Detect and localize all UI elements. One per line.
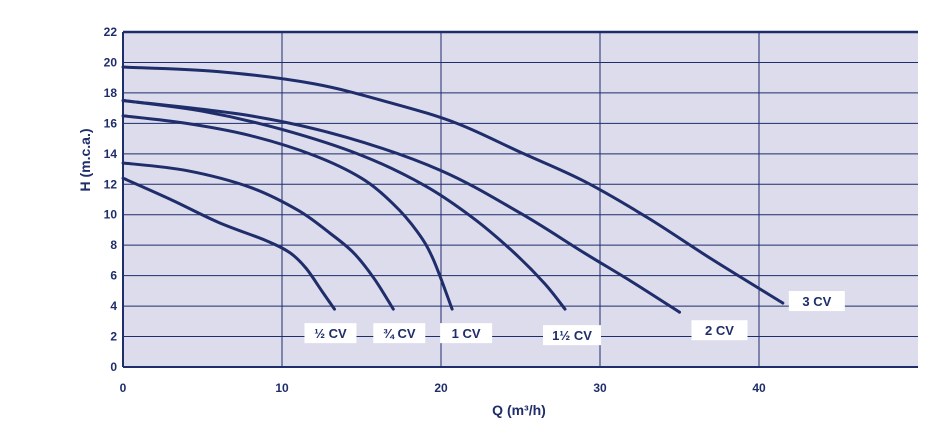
curve-label-box <box>543 325 602 346</box>
y-tick-label: 6 <box>110 269 117 283</box>
x-tick-label: 40 <box>752 381 766 395</box>
y-tick-label: 20 <box>104 55 118 69</box>
x-tick-label: 30 <box>593 381 607 395</box>
curve-line <box>121 65 785 305</box>
y-tick-label: 8 <box>110 238 117 252</box>
y-axis-title: H (m.c.a.) <box>77 128 93 191</box>
x-tick-label: 0 <box>120 381 127 395</box>
curve-line <box>121 99 681 314</box>
y-tick-label: 2 <box>110 330 117 344</box>
curve-label: 1½ CV <box>552 328 592 343</box>
curve-label: ¾ CV <box>383 326 416 341</box>
x-tick-label: 20 <box>434 381 448 395</box>
y-tick-label: 10 <box>104 208 118 222</box>
curve-line <box>121 161 395 311</box>
y-tick-label: 16 <box>104 116 118 130</box>
curve-label-box <box>691 320 748 341</box>
plot-background <box>123 32 918 367</box>
pump-curves <box>121 65 785 314</box>
curve-label-box <box>304 323 357 344</box>
y-tick-label: 4 <box>110 299 117 313</box>
curve-label-box <box>373 323 426 344</box>
curve-label: ½ CV <box>314 326 347 341</box>
curve-line <box>121 176 336 311</box>
x-tick-label: 10 <box>275 381 289 395</box>
tick-labels: 0 2 4 6 8 10 12 14 16 18 20 22 0 10 20 30 40 <box>104 25 766 395</box>
y-tick-label: 18 <box>104 86 118 100</box>
y-tick-label: 12 <box>104 177 118 191</box>
y-tick-label: 14 <box>104 147 118 161</box>
curve-line <box>121 114 454 311</box>
curve-label-box <box>788 291 845 312</box>
curve-label: 3 CV <box>802 294 831 309</box>
curve-line <box>121 99 567 311</box>
curve-label: 2 CV <box>705 323 734 338</box>
x-axis-title: Q (m³/h) <box>492 402 546 418</box>
curve-label: 1 CV <box>452 326 481 341</box>
y-tick-label: 0 <box>110 360 117 374</box>
curve-label-box <box>440 323 493 344</box>
y-tick-label: 22 <box>104 25 118 39</box>
curve-labels: ½ CV ¾ CV 1 CV 1½ CV 2 CV 3 CV <box>304 291 845 346</box>
